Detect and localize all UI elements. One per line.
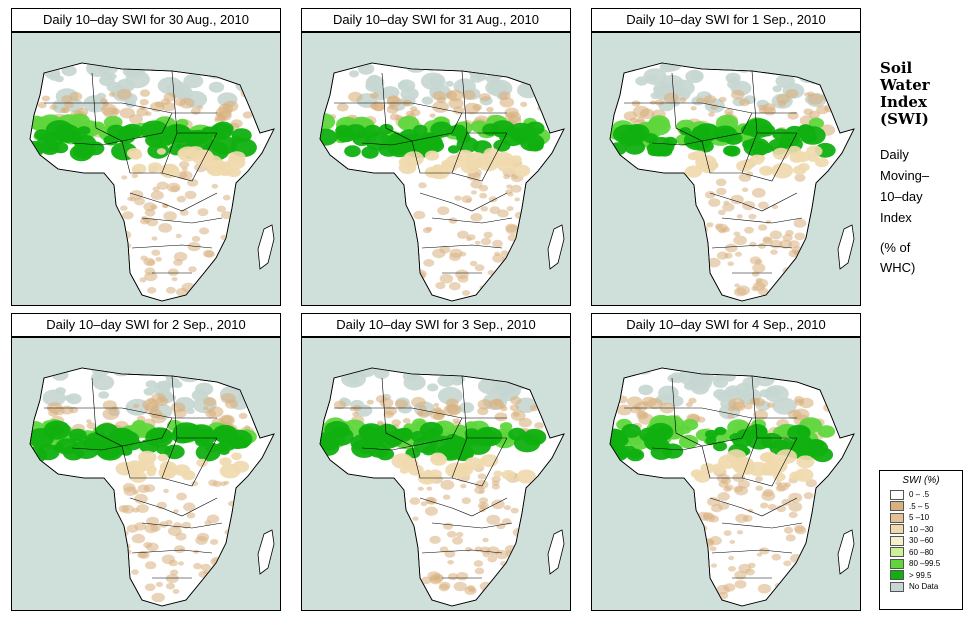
- panel-title: Daily 10–day SWI for 3 Sep., 2010: [301, 313, 571, 337]
- legend-label: 10 –30: [909, 524, 934, 534]
- panel-title: Daily 10–day SWI for 31 Aug., 2010: [301, 8, 571, 32]
- map-panel: Daily 10–day SWI for 4 Sep., 2010: [591, 313, 861, 611]
- legend-item: 5 –10: [890, 512, 962, 524]
- legend-label: > 99.5: [909, 570, 932, 580]
- swi-subtitle-line: Moving–: [880, 168, 930, 183]
- legend-label: 60 –80: [909, 547, 934, 557]
- legend-label: 5 –10: [909, 513, 930, 523]
- swi-unit-line: WHC): [880, 260, 916, 275]
- legend-label: 0 – .5: [909, 490, 930, 500]
- legend-item: .5 – 5: [890, 501, 962, 513]
- swi-unit-line: (% of: [880, 240, 911, 255]
- africa-map: [591, 32, 861, 306]
- panel-title: Daily 10–day SWI for 1 Sep., 2010: [591, 8, 861, 32]
- africa-map: [301, 337, 571, 611]
- color-legend: SWI (%) 0 – .5.5 – 5 5 –10 10 –30 30 –60 60 …: [879, 470, 963, 610]
- map-panel: Daily 10–day SWI for 30 Aug., 2010: [11, 8, 281, 306]
- swi-subtitle: Daily Moving– 10–day Index: [880, 144, 966, 228]
- legend-swatch: [890, 558, 904, 569]
- africa-map: [301, 32, 571, 306]
- legend-swatch: [890, 547, 904, 558]
- panel-title: Daily 10–day SWI for 2 Sep., 2010: [11, 313, 281, 337]
- legend-swatch: [890, 570, 904, 581]
- legend-label: 80 –99.5: [909, 559, 941, 569]
- legend-item: > 99.5: [890, 570, 962, 582]
- side-legend-text: Soil Water Index (SWI) Daily Moving– 10–…: [880, 60, 966, 278]
- map-panel: Daily 10–day SWI for 31 Aug., 2010: [301, 8, 571, 306]
- legend-label: .5 – 5: [909, 501, 930, 511]
- legend-item: 30 –60: [890, 535, 962, 547]
- swi-subtitle-line: Index: [880, 210, 912, 225]
- legend-swatch: [890, 501, 904, 512]
- swi-units: (% of WHC): [880, 238, 966, 278]
- map-panel: Daily 10–day SWI for 2 Sep., 2010: [11, 313, 281, 611]
- swi-subtitle-line: 10–day: [880, 189, 923, 204]
- legend-swatch: [890, 581, 904, 592]
- swi-subtitle-line: Daily: [880, 147, 909, 162]
- africa-map: [11, 337, 281, 611]
- swi-title: Soil Water Index (SWI): [880, 60, 966, 128]
- legend-swatch: [890, 489, 904, 500]
- legend-swatch: [890, 524, 904, 535]
- legend-item: 0 – .5: [890, 489, 962, 501]
- legend-swatch: [890, 512, 904, 523]
- panel-title: Daily 10–day SWI for 30 Aug., 2010: [11, 8, 281, 32]
- swi-title-line: Soil: [880, 59, 913, 77]
- legend-swatch: [890, 535, 904, 546]
- swi-title-line: (SWI): [880, 110, 929, 128]
- africa-map: [591, 337, 861, 611]
- panel-title: Daily 10–day SWI for 4 Sep., 2010: [591, 313, 861, 337]
- map-panel: Daily 10–day SWI for 1 Sep., 2010: [591, 8, 861, 306]
- swi-title-line: Index: [880, 93, 927, 111]
- africa-map: [11, 32, 281, 306]
- swi-title-line: Water: [880, 76, 930, 94]
- map-panel: Daily 10–day SWI for 3 Sep., 2010: [301, 313, 571, 611]
- legend-label: 30 –60: [909, 536, 934, 546]
- legend-item: No Data: [890, 581, 962, 593]
- legend-label: No Data: [909, 582, 939, 592]
- legend-item: 60 –80: [890, 547, 962, 559]
- legend-item: 10 –30: [890, 524, 962, 536]
- legend-item: 80 –99.5: [890, 558, 962, 570]
- legend-title: SWI (%): [902, 475, 940, 486]
